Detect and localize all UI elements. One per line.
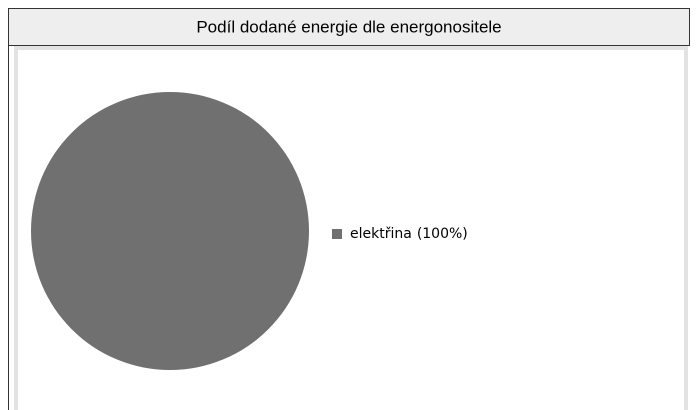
legend-category: elektřina [350, 226, 412, 242]
legend-value: (100%) [417, 226, 468, 242]
legend-label: elektřina (100%) [350, 226, 468, 242]
chart-title: Podíl dodané energie dle energonositele [196, 17, 501, 36]
pie-slice [31, 92, 309, 370]
title-bar [8, 8, 690, 46]
legend-swatch [332, 229, 342, 239]
